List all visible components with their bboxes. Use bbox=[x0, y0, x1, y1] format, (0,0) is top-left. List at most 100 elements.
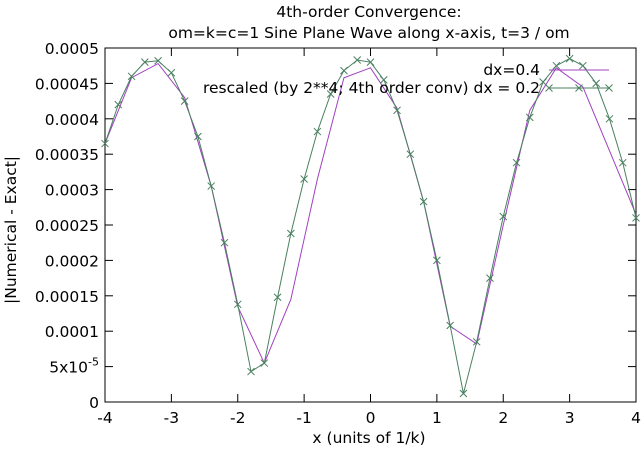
marker-stroke bbox=[101, 139, 109, 148]
series-2-point bbox=[207, 182, 216, 190]
x-tick-label: 0 bbox=[366, 409, 376, 427]
marker-stroke bbox=[194, 132, 202, 141]
marker-stroke bbox=[353, 56, 362, 64]
x-tick-label: -1 bbox=[296, 409, 311, 427]
series-2-point bbox=[114, 100, 123, 109]
legend-label-2: rescaled (by 2**4; 4th order conv) dx = … bbox=[203, 79, 540, 97]
y-tick-label: 0.0003 bbox=[45, 182, 99, 200]
marker-stroke bbox=[406, 150, 415, 159]
marker-stroke bbox=[419, 197, 428, 206]
marker-stroke bbox=[379, 76, 388, 84]
marker-stroke bbox=[605, 84, 613, 92]
marker-stroke bbox=[433, 256, 441, 265]
x-tick-label: -4 bbox=[97, 409, 112, 427]
series-2-point bbox=[472, 337, 481, 346]
marker-stroke bbox=[300, 175, 308, 183]
marker-stroke bbox=[579, 61, 587, 70]
y-tick-label: 0.0004 bbox=[45, 111, 99, 129]
y-axis-ticks: 0 5x10-5 0.0001 0.00015 0.0002 0.00025 0.0003 0… bbox=[35, 40, 636, 412]
marker-stroke bbox=[539, 78, 547, 86]
series-2-point bbox=[579, 61, 587, 70]
marker-stroke bbox=[140, 58, 149, 67]
marker-stroke bbox=[552, 61, 561, 70]
marker-stroke bbox=[167, 68, 176, 77]
series-2-point bbox=[592, 79, 601, 88]
series-2-point bbox=[220, 238, 229, 247]
series-2-point bbox=[618, 158, 627, 167]
series-2-point bbox=[180, 97, 189, 105]
series-2-point bbox=[552, 61, 561, 70]
marker-stroke bbox=[340, 66, 348, 75]
series-2-point bbox=[233, 300, 242, 309]
series-line-2 bbox=[104, 58, 637, 394]
marker-stroke bbox=[286, 229, 295, 238]
x-tick-label: 1 bbox=[432, 409, 442, 427]
marker-stroke bbox=[180, 97, 189, 105]
series-2-point bbox=[525, 113, 534, 122]
x-tick-label: -2 bbox=[230, 409, 245, 427]
marker-stroke bbox=[459, 389, 468, 398]
marker-stroke bbox=[472, 337, 481, 346]
series-2-point bbox=[273, 293, 282, 302]
marker-stroke bbox=[273, 293, 282, 302]
marker-stroke bbox=[260, 359, 269, 367]
series-2-point bbox=[260, 359, 269, 367]
series-2-point bbox=[366, 58, 375, 67]
marker-stroke bbox=[565, 54, 574, 63]
y-axis-label: |Numerical - Exact| bbox=[2, 156, 20, 304]
series-2-point bbox=[286, 229, 295, 238]
y-tick-label: 0.00025 bbox=[35, 217, 99, 235]
series-2-point bbox=[565, 54, 574, 63]
series-2-point bbox=[419, 197, 428, 206]
series-2-point bbox=[194, 132, 202, 141]
legend-label-1: dx=0.4 bbox=[483, 61, 540, 79]
chart-subtitle: om=k=c=1 Sine Plane Wave along x-axis, t… bbox=[168, 24, 569, 42]
marker-stroke bbox=[326, 90, 335, 98]
y-tick-label: 0.00015 bbox=[35, 288, 99, 306]
series-2-point bbox=[393, 106, 401, 115]
y-tick-label: 0 bbox=[89, 394, 99, 412]
marker-stroke bbox=[512, 158, 521, 167]
series-2-point bbox=[446, 321, 455, 330]
marker-stroke bbox=[366, 58, 375, 67]
legend-marker bbox=[575, 84, 583, 92]
series-2-point bbox=[379, 76, 388, 84]
x-tick-label: 4 bbox=[631, 409, 641, 427]
x-tick-label: 2 bbox=[498, 409, 508, 427]
series-2-point bbox=[300, 175, 308, 183]
y-tick-label: 0.00045 bbox=[35, 75, 99, 93]
y-tick-label: 0.0002 bbox=[45, 252, 99, 270]
series-2-point bbox=[406, 150, 415, 159]
marker-stroke bbox=[499, 212, 508, 221]
legend-marker bbox=[605, 84, 613, 92]
marker-stroke bbox=[207, 182, 216, 190]
series-2-point bbox=[340, 66, 348, 75]
marker-stroke bbox=[127, 72, 136, 81]
marker-stroke bbox=[114, 100, 123, 109]
x-axis-ticks: -4 -3 -2 -1 0 1 2 3 4 bbox=[97, 48, 641, 427]
series-2-point bbox=[167, 68, 176, 77]
series-line-1 bbox=[104, 62, 637, 365]
series-2-point bbox=[140, 58, 149, 67]
marker-stroke bbox=[618, 158, 627, 167]
series-2-point bbox=[326, 90, 335, 98]
marker-stroke bbox=[233, 300, 242, 309]
series-2-point bbox=[154, 56, 162, 65]
chart-title: 4th-order Convergence: bbox=[276, 3, 461, 21]
marker-stroke bbox=[313, 127, 322, 136]
marker-stroke bbox=[605, 114, 614, 123]
series-2-point bbox=[632, 214, 640, 222]
x-tick-label: -3 bbox=[164, 409, 179, 427]
marker-stroke bbox=[393, 106, 401, 115]
series-2-point bbox=[101, 139, 109, 148]
series-2-point bbox=[313, 127, 322, 136]
marker-stroke bbox=[525, 113, 534, 122]
legend-marker bbox=[545, 84, 553, 92]
x-tick-label: 3 bbox=[565, 409, 575, 427]
series-2-point bbox=[353, 56, 362, 64]
y-tick-label: 5x10-5 bbox=[49, 356, 99, 377]
series-2-point bbox=[127, 72, 136, 81]
series-2-point bbox=[247, 367, 255, 376]
